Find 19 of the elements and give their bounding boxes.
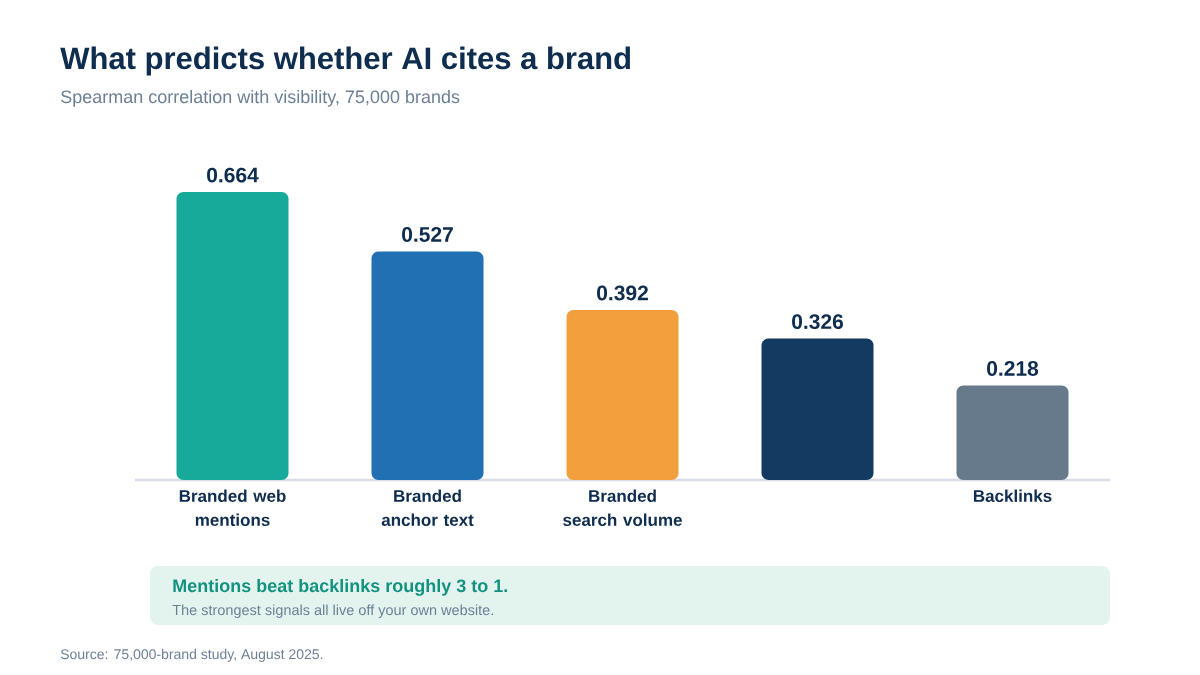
data-label: 0.527 — [402, 227, 453, 242]
source-note: Source: 75,000-brand study, August 2025. — [60, 648, 323, 662]
x-tick-label: Branded anchor text — [381, 489, 474, 527]
bar — [761, 338, 874, 480]
x-tick-label: Branded web mentions — [179, 489, 286, 527]
data-label: 0.218 — [987, 361, 1039, 376]
data-label: 0.664 — [207, 167, 259, 183]
chart-subtitle: Spearman correlation with visibility, 75,000 brands — [61, 89, 460, 107]
x-tick-label: Backlinks — [973, 489, 1052, 503]
data-label: 0.326 — [792, 314, 844, 330]
bar — [566, 310, 679, 480]
bar — [371, 251, 484, 480]
bar — [176, 192, 289, 480]
text: The strongest signals all live off your own website. — [172, 604, 493, 619]
bar — [956, 385, 1069, 480]
text: Mentions beat backlinks roughly 3 to 1. — [173, 578, 508, 596]
x-tick-label: Branded search volume — [563, 489, 682, 527]
chart-title: What predicts whether AI cites a brand — [60, 46, 631, 76]
data-label: 0.392 — [597, 285, 648, 301]
